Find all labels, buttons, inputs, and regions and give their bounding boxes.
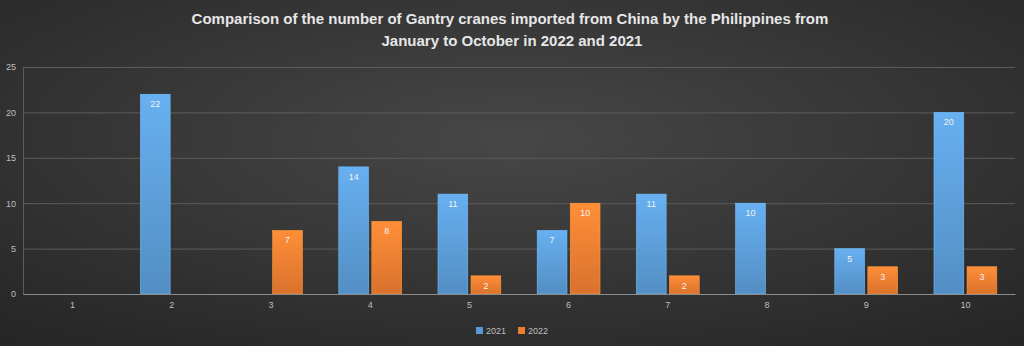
data-label: 20 <box>944 117 954 127</box>
grid-tick <box>23 294 1015 295</box>
grid-line <box>23 67 1015 68</box>
bar <box>967 267 997 294</box>
x-tick-label: 1 <box>70 300 75 310</box>
x-tick-label: 9 <box>864 300 869 310</box>
grid-line <box>23 112 1015 113</box>
x-tick: 3 <box>268 300 273 310</box>
legend-swatch <box>518 327 525 334</box>
bar <box>636 194 666 294</box>
data-label: 3 <box>979 272 984 282</box>
data-label: 22 <box>150 99 160 109</box>
grid-tick <box>23 249 1015 250</box>
y-tick: 0 <box>11 289 23 299</box>
bar <box>835 249 865 294</box>
bar <box>140 94 170 294</box>
x-tick: 9 <box>864 300 869 310</box>
y-tick: 25 <box>6 62 23 72</box>
x-tick-label: 10 <box>960 300 970 310</box>
bar <box>736 203 766 294</box>
grid-tick <box>23 203 1015 204</box>
chart: Comparison of the number of Gantry crane… <box>0 0 1024 346</box>
bar <box>669 276 699 294</box>
title: Comparison of the number of Gantry crane… <box>192 10 833 49</box>
grid-tick <box>23 158 1015 159</box>
bar <box>438 194 468 294</box>
bar <box>339 167 369 294</box>
x-tick-label: 4 <box>368 300 373 310</box>
x-tick: 5 <box>467 300 472 310</box>
y-tick-label: 15 <box>6 153 16 163</box>
x-tick-label: 6 <box>566 300 571 310</box>
bar <box>372 221 402 294</box>
background <box>0 0 1024 346</box>
bar <box>934 112 964 294</box>
bars <box>140 94 996 294</box>
grid-line <box>23 158 1015 159</box>
grid <box>23 68 1015 295</box>
y-axis: 0 5 10 15 20 25 <box>6 62 24 299</box>
x-tick: 10 <box>960 300 970 310</box>
grid-line <box>23 294 1015 295</box>
x-tick: 2 <box>169 300 174 310</box>
data-label: 2 <box>682 281 687 291</box>
data-label: 10 <box>580 208 590 218</box>
grid-line <box>23 249 1015 250</box>
legend-swatch <box>476 327 483 334</box>
y-tick-label: 20 <box>6 108 16 118</box>
y-tick-label: 10 <box>6 199 16 209</box>
data-label: 3 <box>880 272 885 282</box>
x-tick: 6 <box>566 300 571 310</box>
legend-label: 2022 <box>528 326 548 336</box>
x-axis-line <box>24 294 1016 295</box>
legend-label: 2021 <box>486 326 506 336</box>
bar <box>273 230 303 294</box>
bar <box>570 203 600 294</box>
grid-tick <box>23 67 1015 68</box>
data-label: 5 <box>847 254 852 264</box>
y-axis-line <box>23 68 24 295</box>
y-tick-label: 5 <box>11 244 16 254</box>
y-tick-label: 25 <box>6 62 16 72</box>
x-tick: 8 <box>764 300 769 310</box>
legend: 2021 2022 <box>476 326 548 336</box>
bar <box>868 267 898 294</box>
grid-tick <box>23 112 1015 113</box>
data-label: 14 <box>349 172 359 182</box>
data-label: 7 <box>285 235 290 245</box>
data-label: 11 <box>647 199 656 209</box>
data-label: 7 <box>550 235 555 245</box>
bar <box>537 230 567 294</box>
data-label: 8 <box>384 226 389 236</box>
x-tick: 7 <box>665 300 670 310</box>
data-label: 11 <box>448 199 457 209</box>
x-tick-label: 7 <box>665 300 670 310</box>
data-label: 2 <box>483 281 488 291</box>
x-tick-label: 8 <box>764 300 769 310</box>
y-tick: 5 <box>11 244 23 254</box>
data-labels: 22 14 11 7 11 10 5 20 7 8 2 10 2 3 3 <box>150 99 984 291</box>
x-tick-label: 5 <box>467 300 472 310</box>
y-tick-label: 0 <box>11 289 16 299</box>
bar <box>471 276 501 294</box>
data-label: 10 <box>745 208 755 218</box>
x-tick: 4 <box>368 300 373 310</box>
y-tick: 10 <box>6 199 23 209</box>
y-tick: 20 <box>6 108 23 118</box>
x-tick: 1 <box>70 300 75 310</box>
x-axis: 1 2 3 4 5 6 7 8 9 10 <box>24 295 1016 311</box>
x-tick-label: 2 <box>169 300 174 310</box>
grid-line <box>23 203 1015 204</box>
legend-item: 2022 <box>518 326 548 336</box>
y-tick: 15 <box>6 153 23 163</box>
legend-item: 2021 <box>476 326 506 336</box>
x-tick-label: 3 <box>268 300 273 310</box>
